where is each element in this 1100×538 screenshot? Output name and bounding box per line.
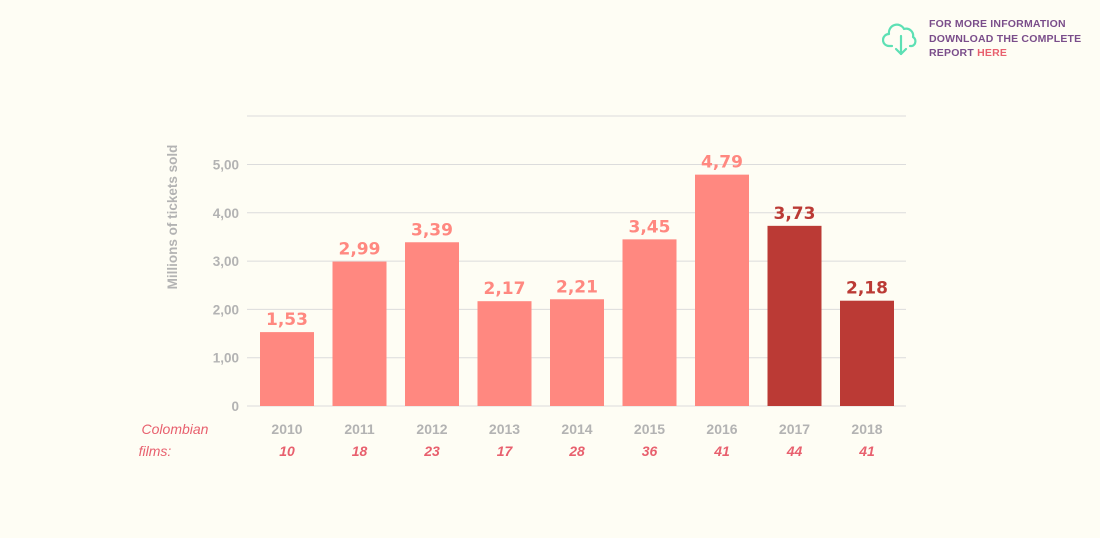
y-tick-label: 0 [231,399,239,414]
bar-value-label: 2,21 [556,277,598,297]
films-label-line2: films: [139,443,172,459]
bar [332,261,387,406]
films-count: 36 [642,443,658,459]
bar [840,300,894,406]
x-tick-label: 2012 [416,421,447,437]
bar-value-label: 3,45 [629,217,671,237]
films-count: 44 [786,443,803,459]
bar [695,174,749,406]
bar [405,242,459,406]
films-count: 28 [568,443,585,459]
bar-value-label: 2,18 [846,279,888,299]
films-label-line1: Colombian [142,421,209,437]
y-tick-label: 1,00 [213,351,239,366]
bar [622,239,677,406]
y-tick-label: 2,00 [213,302,239,317]
x-tick-label: 2016 [706,421,737,437]
report-link[interactable]: HERE [977,47,1008,59]
films-count: 18 [352,443,368,459]
bar-value-label: 1,53 [266,310,308,330]
download-info: FOR MORE INFORMATION DOWNLOAD THE COMPLE… [929,17,1081,61]
bar [477,301,532,406]
films-count: 41 [858,443,875,459]
bar-value-label: 3,39 [411,220,453,240]
info-line-2: DOWNLOAD THE COMPLETE [929,32,1082,45]
y-axis-label: Millions of tickets sold [165,145,180,290]
info-line-1: FOR MORE INFORMATION [929,18,1066,30]
x-tick-label: 2010 [271,421,302,437]
x-tick-label: 2013 [489,421,520,437]
bar-value-label: 4,79 [701,153,743,173]
info-line-3: REPORT HERE [929,46,1081,61]
x-tick-label: 2015 [634,421,665,437]
bar [767,225,822,406]
bar [550,299,604,406]
bar [260,332,314,406]
y-tick-label: 5,00 [213,158,239,173]
bar-value-label: 3,73 [774,204,816,224]
x-tick-label: 2011 [344,421,375,437]
y-tick-label: 3,00 [213,254,239,269]
bar-value-label: 2,17 [484,279,526,299]
films-count: 41 [713,443,730,459]
films-count: 10 [279,443,295,459]
bar-value-label: 2,99 [339,240,381,260]
info-report-text: REPORT [929,47,974,59]
cloud-download-icon[interactable] [882,20,920,58]
y-tick-label: 4,00 [213,206,239,221]
films-count: 23 [423,443,440,459]
x-tick-label: 2017 [779,421,810,437]
films-count: 17 [497,443,514,459]
x-tick-label: 2014 [561,421,592,437]
x-tick-label: 2018 [851,421,882,437]
